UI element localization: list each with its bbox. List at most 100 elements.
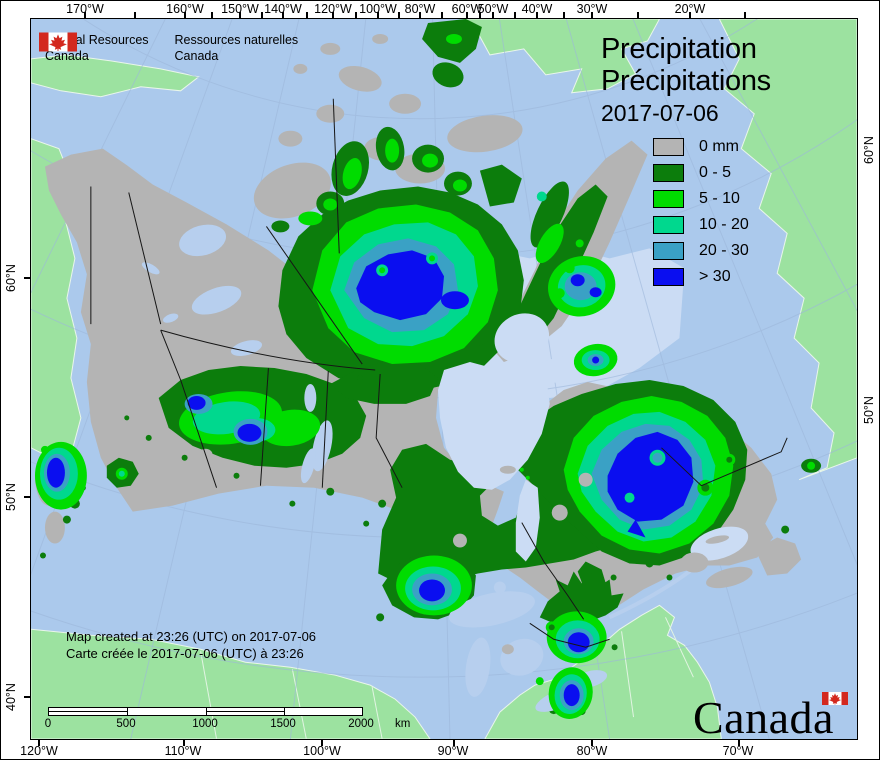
greenland [718, 19, 857, 481]
axis-tick [239, 12, 241, 18]
axis-label-bottom: 90°W [437, 744, 469, 758]
axis-tick [24, 277, 30, 279]
legend-swatch-0mm [653, 138, 684, 156]
axis-label-left: 60°N [4, 264, 18, 292]
newfoundland [755, 537, 802, 576]
dept-fr-line1: Ressources naturelles [174, 33, 299, 47]
axis-tick [591, 740, 593, 746]
maritime-land [680, 535, 753, 589]
precip-baffin [535, 191, 616, 317]
precip-bc-coast [34, 441, 87, 510]
axis-tick [84, 12, 86, 18]
great-slave-lake [191, 285, 242, 315]
axis-tick [492, 12, 494, 18]
axis-tick [38, 740, 40, 746]
axis-tick [744, 12, 746, 18]
axis-label-top: 140°W [264, 2, 302, 16]
axis-label-right: 60°N [862, 136, 876, 164]
wordmark-flag-icon [822, 692, 848, 705]
legend-row: 0 mm [653, 134, 749, 160]
precip-quebec [563, 395, 734, 554]
scale-label: 500 [116, 718, 136, 730]
axis-label-bottom: 120°W [20, 744, 58, 758]
scale-label: 1500 [270, 718, 296, 730]
legend-label: 10 - 20 [699, 216, 749, 233]
axis-label-bottom: 70°W [722, 744, 754, 758]
axis-label-bottom: 110°W [164, 744, 202, 758]
axis-label-top: 160°W [166, 2, 204, 16]
axis-label-left: 50°N [4, 483, 18, 511]
title-fr: Précipitations [601, 65, 771, 98]
scale-unit: km [395, 718, 411, 730]
axis-tick [134, 12, 136, 18]
precip-maritimes [723, 453, 816, 470]
legend-swatch-gt30 [653, 268, 684, 286]
st-lawrence-river [608, 563, 699, 620]
legend-label: > 30 [699, 268, 731, 285]
axis-label-top: 60°W [451, 2, 483, 16]
axis-tick [321, 740, 323, 746]
axis-label-top: 50°W [477, 2, 509, 16]
great-bear-lake [179, 224, 227, 257]
legend-row: 20 - 30 [653, 238, 749, 264]
scale-bar: 0 500 1000 1500 2000 km [45, 707, 411, 732]
axis-tick [24, 696, 30, 698]
axis-label-top: 30°W [576, 2, 608, 16]
axis-tick [184, 12, 186, 18]
legend-row: 10 - 20 [653, 212, 749, 238]
axis-tick [738, 740, 740, 746]
legend-label: 20 - 30 [699, 242, 749, 259]
axis-label-top: 150°W [221, 2, 259, 16]
scale-bar-graphic [48, 707, 363, 716]
lake-michigan [465, 637, 491, 697]
legend-row: > 30 [653, 264, 749, 290]
nova-scotia [706, 566, 753, 589]
axis-tick [355, 12, 357, 18]
canada-wordmark: Canada [693, 691, 834, 740]
axis-tick [306, 12, 308, 18]
axis-label-bottom: 100°W [303, 744, 341, 758]
axis-tick [183, 740, 185, 746]
legend-swatch-10-20 [653, 216, 684, 234]
axis-label-top: 20°W [674, 2, 706, 16]
legend-label: 0 - 5 [699, 164, 732, 181]
dept-en-line2: Canada [45, 49, 89, 63]
axis-tick [261, 12, 263, 18]
axis-label-top: 80°W [404, 2, 436, 16]
precip-nw-ontario [396, 555, 472, 616]
axis-tick [689, 12, 691, 18]
map-canvas [31, 19, 857, 739]
axis-tick [514, 12, 516, 18]
title-date: 2017-07-06 [601, 99, 719, 126]
legend-swatch-0-5 [653, 164, 684, 182]
axis-label-bottom: 80°W [576, 744, 608, 758]
legend-label: 0 mm [699, 138, 739, 155]
lake-superior [448, 591, 535, 628]
precipitation-map: Natural Resources Canada Ressources natu… [30, 18, 858, 740]
title-en: Precipitation [601, 33, 757, 65]
scale-label: 1000 [192, 718, 218, 730]
axis-tick [282, 12, 284, 18]
hudson-bay [438, 362, 550, 490]
dept-name-fr: Ressources naturelles Canada [175, 32, 299, 64]
axis-tick [536, 12, 538, 18]
creation-note-fr: Carte créée le 2017-07-06 (UTC) à 23:26 [66, 646, 304, 661]
axis-tick [211, 12, 213, 18]
gray-donuts [452, 465, 593, 548]
axis-label-right: 50°N [862, 396, 876, 424]
axis-tick [591, 12, 593, 18]
precip-hudson-east [519, 343, 618, 480]
precip-ottawa [501, 611, 607, 664]
creation-note: Map created at 23:26 (UTC) on 2017-07-06… [66, 628, 316, 662]
axis-tick [637, 12, 639, 18]
axis-tick [398, 12, 400, 18]
creation-note-en: Map created at 23:26 (UTC) on 2017-07-06 [66, 629, 317, 644]
alaska-north [31, 54, 200, 98]
legend-row: 5 - 10 [653, 186, 749, 212]
canada-flag-icon [39, 32, 77, 52]
wordmark-text: Canada [693, 692, 834, 740]
axis-label-top: 120°W [314, 2, 352, 16]
precip-toronto [535, 667, 593, 719]
axis-tick [453, 740, 455, 746]
precipitation-layer [34, 33, 816, 719]
